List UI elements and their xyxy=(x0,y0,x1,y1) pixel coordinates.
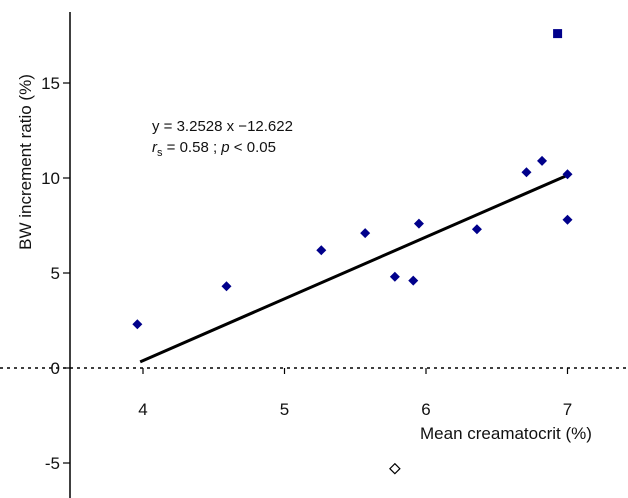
y-tick-label: 15 xyxy=(41,74,60,93)
x-axis-label: Mean creamatocrit (%) xyxy=(420,424,592,443)
rs-value: = 0.58 ; xyxy=(163,139,222,156)
data-point xyxy=(521,167,532,178)
y-axis-label: BW increment ratio (%) xyxy=(16,74,35,250)
x-tick-label: 6 xyxy=(421,400,430,419)
y-tick-label: -5 xyxy=(45,454,60,473)
data-point xyxy=(360,228,371,239)
data-point xyxy=(562,169,573,180)
data-point xyxy=(316,245,327,256)
y-tick-label: 0 xyxy=(51,359,60,378)
p-symbol: p xyxy=(220,139,229,156)
data-marks xyxy=(132,29,573,475)
data-point-open-diamond xyxy=(389,462,401,475)
data-point xyxy=(537,155,548,166)
data-point xyxy=(471,224,482,235)
data-point xyxy=(408,275,419,286)
regression-stats: rs = 0.58 ; p < 0.05 xyxy=(152,139,276,159)
regression-equation: y = 3.2528 x −12.622 xyxy=(152,118,293,135)
x-tick-label: 7 xyxy=(563,400,572,419)
rs-subscript: s xyxy=(157,147,163,159)
data-point xyxy=(413,218,424,229)
p-value: < 0.05 xyxy=(230,139,276,156)
data-point-square xyxy=(553,29,563,39)
data-point xyxy=(132,319,143,330)
y-tick-label: 5 xyxy=(51,264,60,283)
rs-symbol: r xyxy=(152,139,158,156)
data-point xyxy=(221,281,232,292)
x-tick-label: 4 xyxy=(138,400,147,419)
y-tick-label: 10 xyxy=(41,169,60,188)
data-point xyxy=(562,214,573,225)
regression-line xyxy=(139,173,569,364)
data-point xyxy=(389,271,400,282)
axes: 15 10 5 0 -5 4 5 6 7 xyxy=(0,12,628,498)
x-tick-label: 5 xyxy=(280,400,289,419)
